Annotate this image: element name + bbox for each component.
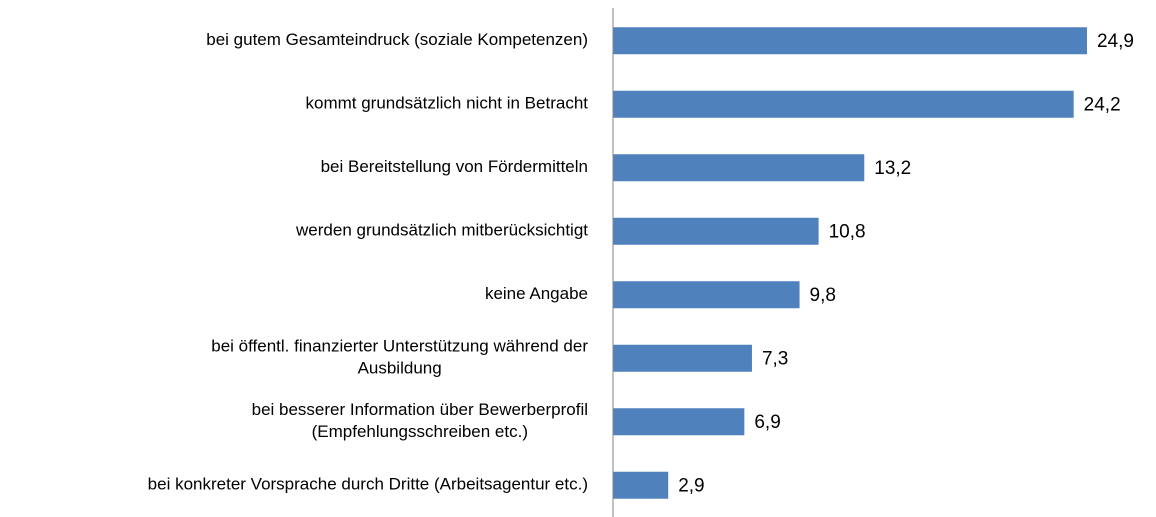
- category-label: bei besserer Information über Bewerberpr…: [252, 400, 588, 441]
- label-line: bei besserer Information über Bewerberpr…: [252, 400, 588, 419]
- value-label: 24,2: [1084, 94, 1121, 115]
- category-label: keine Angabe: [485, 284, 588, 303]
- value-label: 10,8: [829, 221, 866, 242]
- label-line: bei öffentl. finanzierter Unterstützung …: [211, 337, 588, 356]
- label-line: bei gutem Gesamteindruck (soziale Kompet…: [206, 30, 588, 49]
- bar: [613, 408, 745, 436]
- value-label: 7,3: [762, 348, 788, 369]
- category-label: werden grundsätzlich mitberücksichtigt: [295, 221, 588, 240]
- value-label: 9,8: [810, 285, 836, 306]
- value-label: 24,9: [1097, 31, 1134, 52]
- label-line: kommt grundsätzlich nicht in Betracht: [305, 94, 588, 113]
- label-line: werden grundsätzlich mitberücksichtigt: [295, 221, 588, 240]
- category-label: bei öffentl. finanzierter Unterstützung …: [211, 337, 588, 378]
- category-label: bei Bereitstellung von Fördermitteln: [321, 157, 588, 176]
- label-line: keine Angabe: [485, 284, 588, 303]
- bar: [613, 471, 669, 499]
- bar: [613, 154, 865, 182]
- category-label: kommt grundsätzlich nicht in Betracht: [305, 94, 588, 113]
- value-label: 2,9: [678, 475, 704, 496]
- bar: [613, 281, 800, 309]
- label-line: bei Bereitstellung von Fördermitteln: [321, 157, 588, 176]
- bar: [613, 27, 1087, 55]
- value-label: 13,2: [874, 158, 911, 179]
- bar: [613, 217, 819, 245]
- category-label: bei konkreter Vorsprache durch Dritte (A…: [148, 475, 588, 494]
- label-line: Ausbildung: [358, 359, 442, 378]
- label-line: (Empfehlungsschreiben etc.): [312, 422, 528, 441]
- bar: [613, 344, 752, 372]
- value-label: 6,9: [754, 412, 780, 433]
- label-line: bei konkreter Vorsprache durch Dritte (A…: [148, 475, 588, 494]
- bar: [613, 90, 1074, 118]
- category-label: bei gutem Gesamteindruck (soziale Kompet…: [206, 30, 588, 49]
